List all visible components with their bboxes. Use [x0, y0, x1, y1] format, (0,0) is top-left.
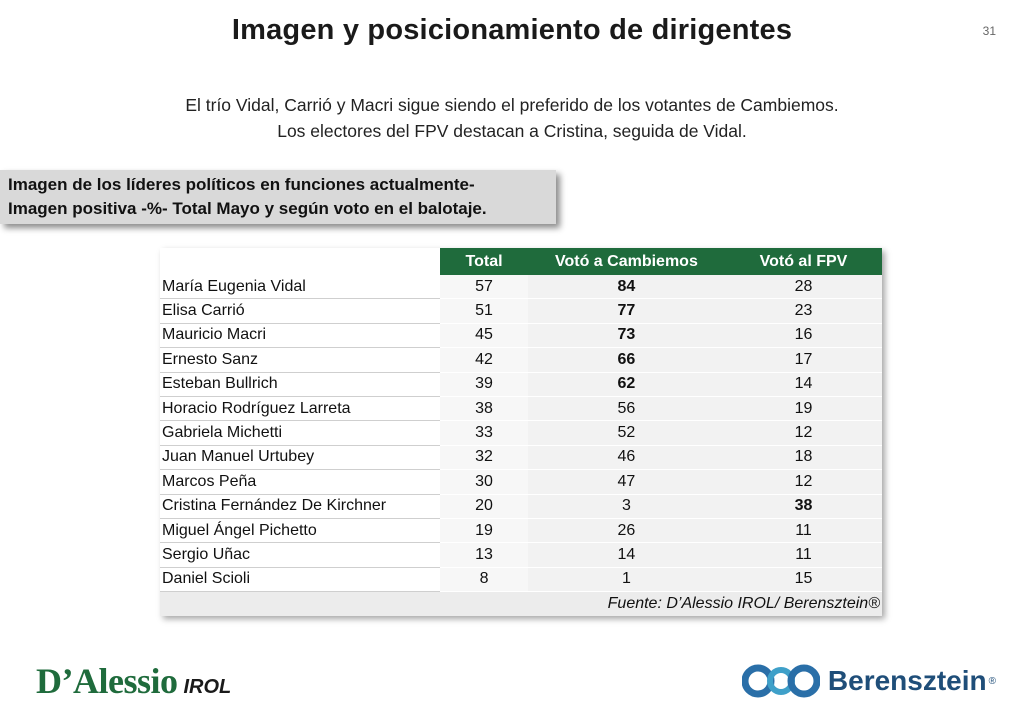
table-row: María Eugenia Vidal 57 84 28	[160, 275, 882, 300]
subtitle: El trío Vidal, Carrió y Macri sigue sien…	[0, 92, 1024, 144]
cambiemos-value: 77	[527, 298, 725, 324]
table-row: Gabriela Michetti 33 52 12	[160, 420, 882, 446]
cambiemos-value: 84	[527, 275, 725, 300]
dalessio-logo-text: D’Alessio	[36, 661, 178, 701]
table-row: Marcos Peña 30 47 12	[160, 469, 882, 495]
fpv-value: 19	[724, 396, 882, 422]
fpv-value: 15	[724, 567, 882, 593]
berensztein-mark-icon	[741, 664, 820, 698]
total-value: 51	[440, 298, 528, 324]
fpv-value: 11	[724, 518, 882, 544]
cambiemos-value: 14	[527, 542, 725, 568]
irol-logo-text: IROL	[183, 676, 232, 698]
table-caption-box: Imagen de los líderes políticos en funci…	[0, 170, 556, 224]
leader-name: Esteban Bullrich	[160, 372, 441, 397]
fpv-value: 16	[724, 323, 882, 349]
column-header-cambiemos: Votó a Cambiemos	[527, 248, 725, 275]
fpv-value: 28	[724, 275, 882, 300]
total-value: 57	[440, 275, 528, 300]
fpv-value: 18	[724, 445, 882, 471]
leader-name: Miguel Ángel Pichetto	[160, 518, 441, 544]
table-row: Juan Manuel Urtubey 32 46 18	[160, 445, 882, 471]
total-value: 32	[440, 445, 528, 471]
table-row: Horacio Rodríguez Larreta 38 56 19	[160, 396, 882, 422]
cambiemos-value: 26	[527, 518, 725, 544]
table-row: Esteban Bullrich 39 62 14	[160, 372, 882, 397]
table-row: Sergio Uñac 13 14 11	[160, 542, 882, 568]
leader-name: Horacio Rodríguez Larreta	[160, 396, 441, 422]
subtitle-line-2: Los electores del FPV destacan a Cristin…	[277, 121, 747, 141]
fpv-value: 12	[724, 420, 882, 446]
page-number: 31	[982, 24, 996, 38]
cambiemos-value: 73	[527, 323, 725, 349]
total-value: 19	[440, 518, 528, 544]
total-value: 45	[440, 323, 528, 349]
total-value: 42	[440, 347, 528, 373]
leader-name: Cristina Fernández De Kirchner	[160, 494, 441, 519]
header-blank-cell	[160, 248, 441, 275]
fpv-value: 23	[724, 298, 882, 324]
column-header-fpv: Votó al FPV	[724, 248, 882, 275]
table-row: Mauricio Macri 45 73 16	[160, 323, 882, 349]
caption-line-2: Imagen positiva -%- Total Mayo y según v…	[8, 199, 487, 218]
table-row: Ernesto Sanz 42 66 17	[160, 347, 882, 373]
total-value: 30	[440, 469, 528, 495]
cambiemos-value: 66	[527, 347, 725, 373]
cambiemos-value: 46	[527, 445, 725, 471]
table-row: Elisa Carrió 51 77 23	[160, 298, 882, 324]
fpv-value: 17	[724, 347, 882, 373]
leaders-table: Total Votó a Cambiemos Votó al FPV María…	[160, 248, 882, 617]
table-row: Daniel Scioli 8 1 15	[160, 567, 882, 593]
registered-mark: ®	[988, 675, 996, 687]
fpv-value: 38	[724, 494, 882, 519]
page-title: Imagen y posicionamiento de dirigentes	[231, 14, 793, 46]
leader-name: Daniel Scioli	[160, 567, 441, 593]
total-value: 8	[440, 567, 528, 593]
fpv-value: 11	[724, 542, 882, 568]
table-header-row: Total Votó a Cambiemos Votó al FPV	[160, 248, 882, 275]
leader-name: Sergio Uñac	[160, 542, 441, 568]
total-value: 33	[440, 420, 528, 446]
fpv-value: 12	[724, 469, 882, 495]
source-row: Fuente: D’Alessio IROL/ Berensztein®	[160, 591, 882, 617]
table-row: Miguel Ángel Pichetto 19 26 11	[160, 518, 882, 544]
total-value: 13	[440, 542, 528, 568]
table-row: Cristina Fernández De Kirchner 20 3 38	[160, 494, 882, 519]
column-header-total: Total	[440, 248, 528, 275]
subtitle-line-1: El trío Vidal, Carrió y Macri sigue sien…	[185, 95, 839, 115]
leader-name: María Eugenia Vidal	[160, 275, 441, 300]
cambiemos-value: 56	[527, 396, 725, 422]
total-value: 39	[440, 372, 528, 397]
berensztein-logo: Berensztein ®	[741, 664, 996, 698]
cambiemos-value: 52	[527, 420, 725, 446]
leader-name: Gabriela Michetti	[160, 420, 441, 446]
leader-name: Mauricio Macri	[160, 323, 441, 349]
source-note: Fuente: D’Alessio IROL/ Berensztein®	[160, 591, 882, 617]
leader-name: Juan Manuel Urtubey	[160, 445, 441, 471]
dalessio-irol-logo: D’Alessio IROL	[36, 660, 232, 701]
cambiemos-value: 62	[527, 372, 725, 397]
fpv-value: 14	[724, 372, 882, 397]
cambiemos-value: 1	[527, 567, 725, 593]
leader-name: Ernesto Sanz	[160, 347, 441, 373]
total-value: 20	[440, 494, 528, 519]
caption-line-1: Imagen de los líderes políticos en funci…	[8, 175, 475, 194]
cambiemos-value: 3	[527, 494, 725, 519]
cambiemos-value: 47	[527, 469, 725, 495]
leader-name: Elisa Carrió	[160, 298, 441, 324]
leader-name: Marcos Peña	[160, 469, 441, 495]
berensztein-logo-text: Berensztein	[827, 665, 987, 696]
total-value: 38	[440, 396, 528, 422]
